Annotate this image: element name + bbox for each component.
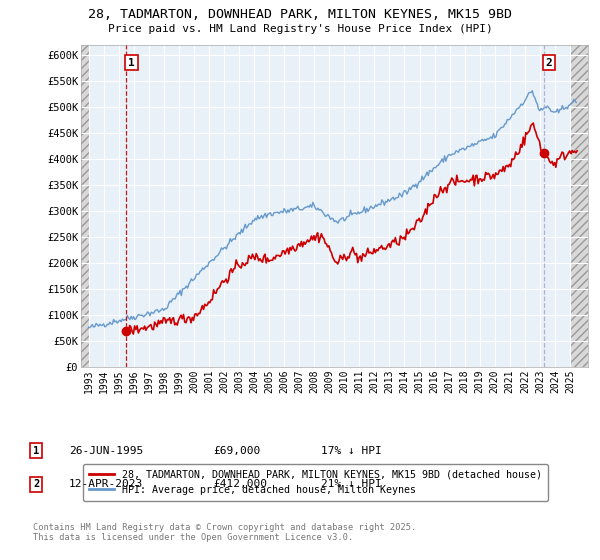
Text: 12-APR-2023: 12-APR-2023 <box>69 479 143 489</box>
Text: £412,000: £412,000 <box>213 479 267 489</box>
Text: Price paid vs. HM Land Registry's House Price Index (HPI): Price paid vs. HM Land Registry's House … <box>107 24 493 34</box>
Text: 2: 2 <box>33 479 39 489</box>
Bar <box>571 45 588 367</box>
Text: 21% ↓ HPI: 21% ↓ HPI <box>321 479 382 489</box>
Text: Contains HM Land Registry data © Crown copyright and database right 2025.
This d: Contains HM Land Registry data © Crown c… <box>33 522 416 542</box>
Text: 28, TADMARTON, DOWNHEAD PARK, MILTON KEYNES, MK15 9BD: 28, TADMARTON, DOWNHEAD PARK, MILTON KEY… <box>88 8 512 21</box>
Text: 1: 1 <box>128 58 135 68</box>
Text: 1: 1 <box>33 446 39 456</box>
Legend: 28, TADMARTON, DOWNHEAD PARK, MILTON KEYNES, MK15 9BD (detached house), HPI: Ave: 28, TADMARTON, DOWNHEAD PARK, MILTON KEY… <box>83 464 548 501</box>
Text: 2: 2 <box>545 58 552 68</box>
Text: 26-JUN-1995: 26-JUN-1995 <box>69 446 143 456</box>
Text: £69,000: £69,000 <box>213 446 260 456</box>
Bar <box>81 45 89 367</box>
Text: 17% ↓ HPI: 17% ↓ HPI <box>321 446 382 456</box>
